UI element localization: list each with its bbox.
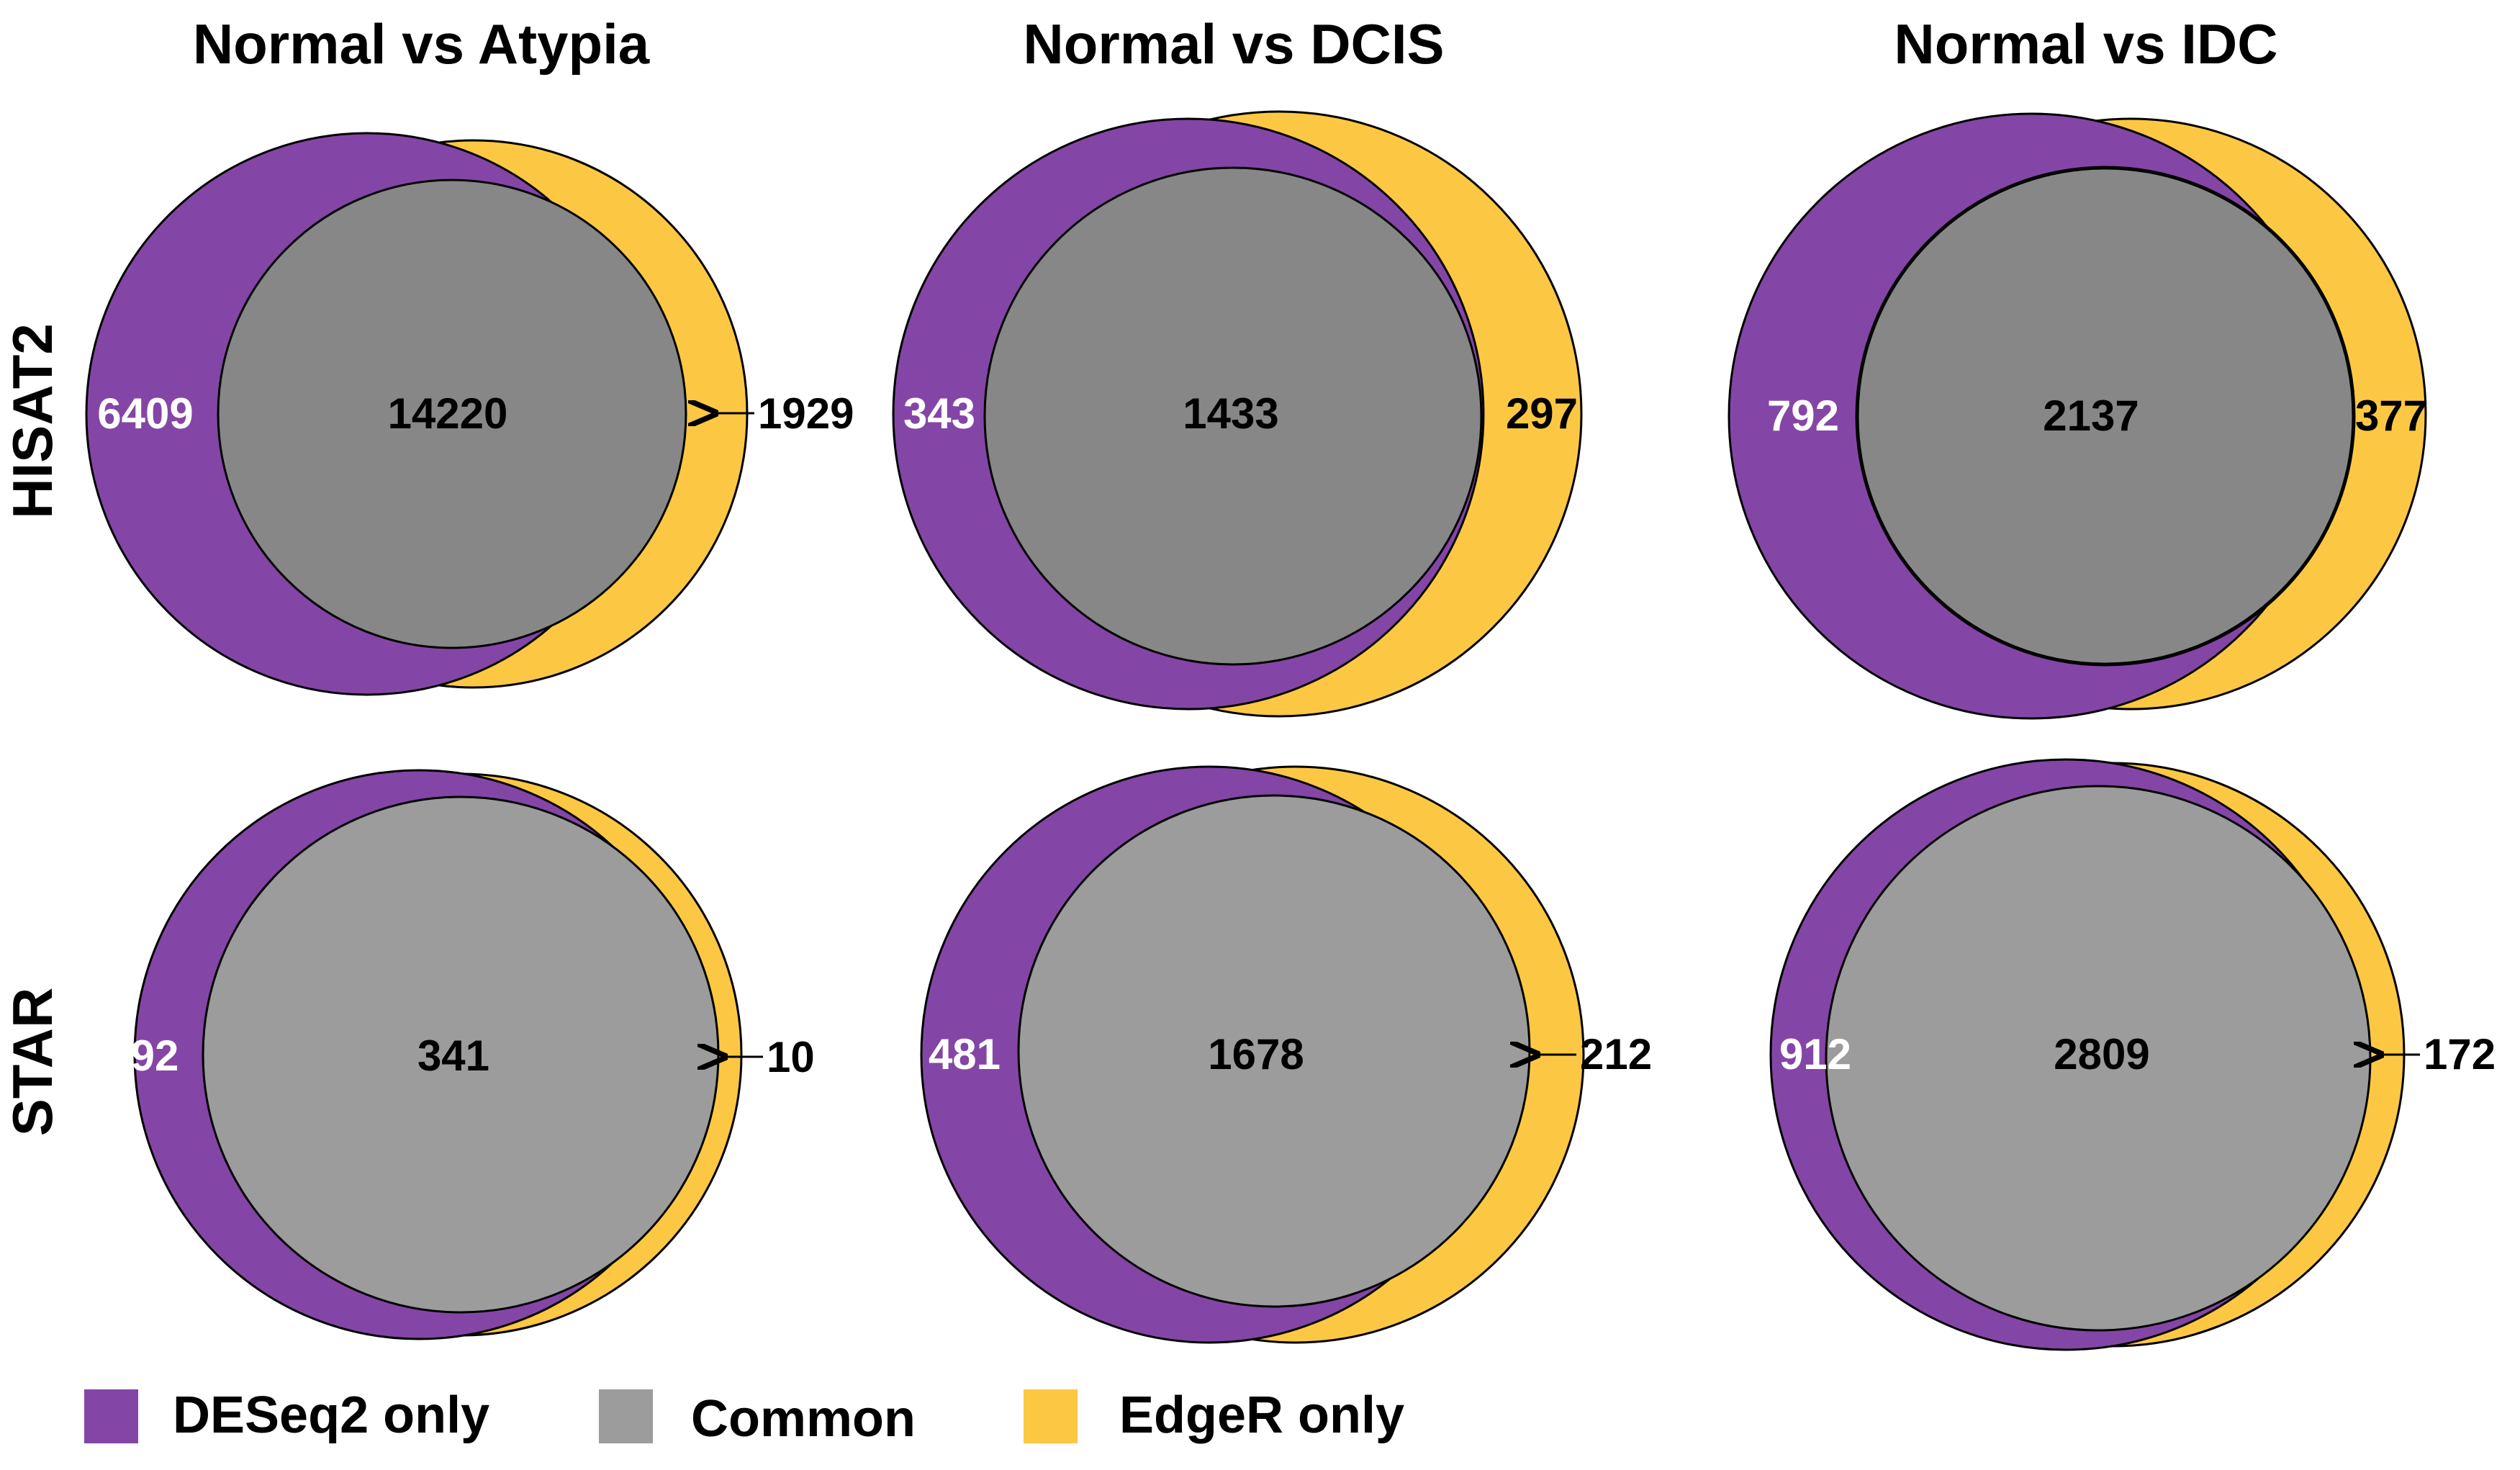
deseq2-count: 912 [1779,1030,1851,1078]
legend-label-common: Common [691,1390,916,1448]
common-count: 2137 [2043,392,2139,440]
edger-count: 377 [2355,392,2427,440]
title-idc: Normal vs IDC [1894,12,2277,76]
legend-swatch-common [599,1389,653,1443]
venn-hisat2-atypia: 6409 14220 1929 [85,132,854,696]
venn-star-dcis: 481 1678 212 [920,765,1652,1344]
legend-swatch-deseq2 [84,1389,138,1443]
venn-star-idc: 912 2809 172 [1769,758,2496,1351]
deseq2-count: 343 [903,389,975,438]
deseq2-count: 792 [1767,392,1839,440]
common-region [983,166,1483,666]
legend-label-deseq2: DESeq2 only [173,1386,489,1444]
legend-swatch-edger [1024,1389,1078,1443]
title-dcis: Normal vs DCIS [1023,12,1444,76]
edger-count: 10 [767,1033,815,1081]
common-region [1855,166,2356,667]
deseq2-count: 481 [929,1030,1001,1078]
legend: DESeq2 only Common EdgeR only [84,1386,1404,1448]
edger-count: 212 [1580,1030,1652,1078]
common-count: 1433 [1183,389,1278,438]
row-label-star: STAR [1,988,64,1137]
venn-hisat2-idc: 792 2137 377 [1728,112,2427,720]
title-atypia: Normal vs Atypia [193,12,650,76]
venn-star-atypia: 92 341 10 [131,769,815,1340]
deseq2-count: 6409 [97,389,193,438]
edger-count: 1929 [758,389,854,438]
common-count: 1678 [1208,1030,1304,1078]
edger-count: 172 [2424,1030,2496,1078]
common-count: 2809 [2054,1030,2149,1078]
row-label-hisat2: HISAT2 [1,323,64,519]
legend-label-edger: EdgeR only [1119,1386,1404,1444]
edger-count: 297 [1506,389,1578,438]
common-count: 341 [417,1032,489,1080]
venn-hisat2-dcis: 343 1433 297 [892,110,1583,718]
common-count: 14220 [388,389,508,438]
common-region [217,179,687,649]
deseq2-count: 92 [131,1032,179,1080]
